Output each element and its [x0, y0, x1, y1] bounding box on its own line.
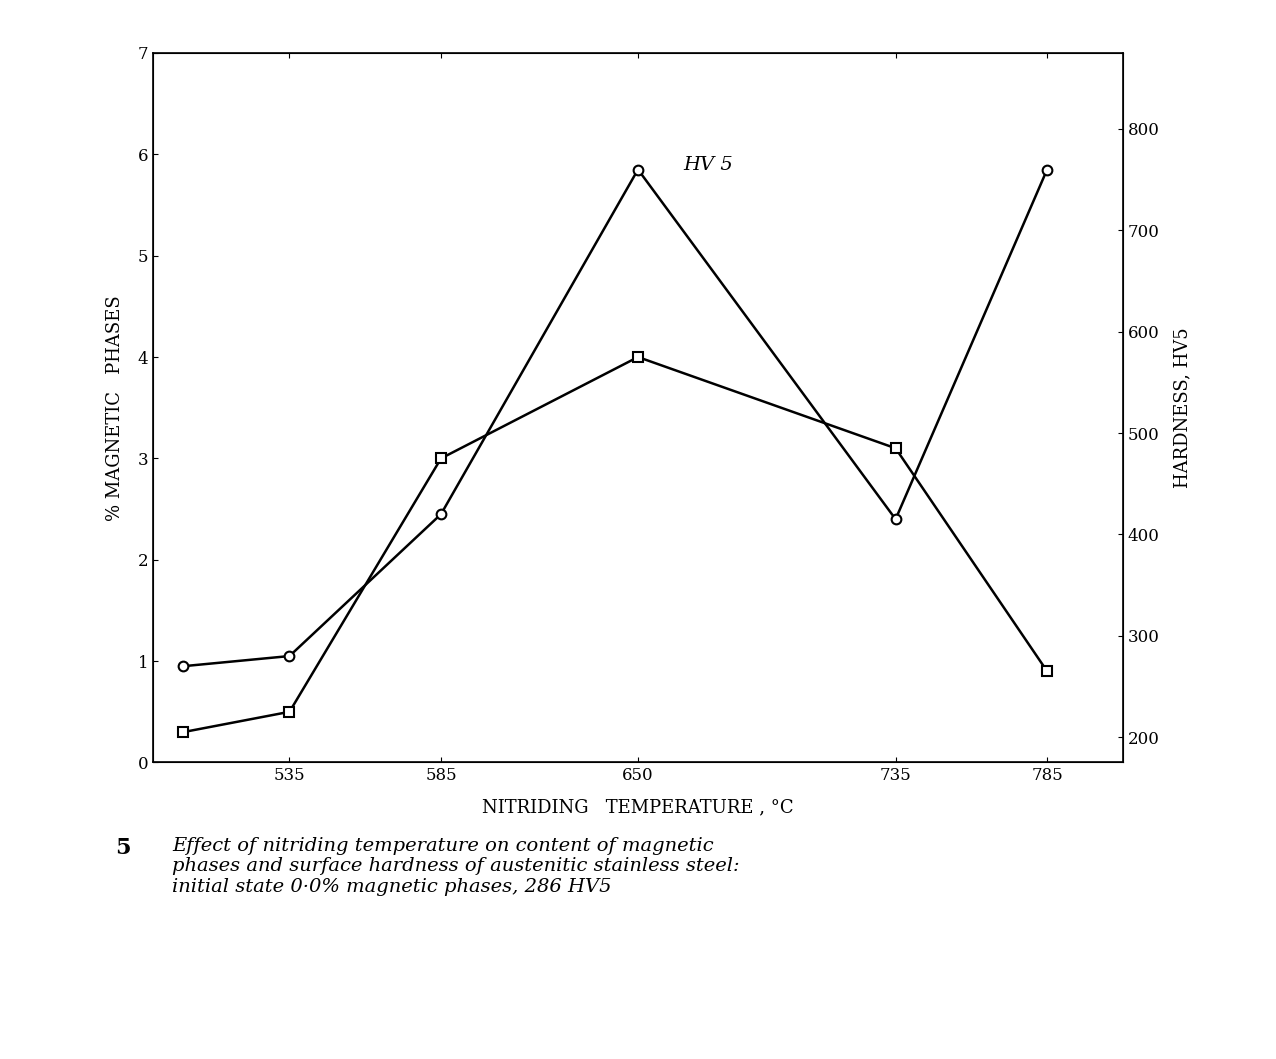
Text: HV 5: HV 5	[684, 156, 734, 174]
X-axis label: NITRIDING   TEMPERATURE , °C: NITRIDING TEMPERATURE , °C	[482, 798, 794, 816]
Y-axis label: % MAGNETIC   PHASES: % MAGNETIC PHASES	[106, 294, 124, 521]
Text: 5: 5	[115, 837, 130, 859]
Text: Effect of nitriding temperature on content of magnetic
phases and surface hardne: Effect of nitriding temperature on conte…	[172, 837, 740, 896]
Y-axis label: HARDNESS, HV5: HARDNESS, HV5	[1174, 327, 1192, 488]
